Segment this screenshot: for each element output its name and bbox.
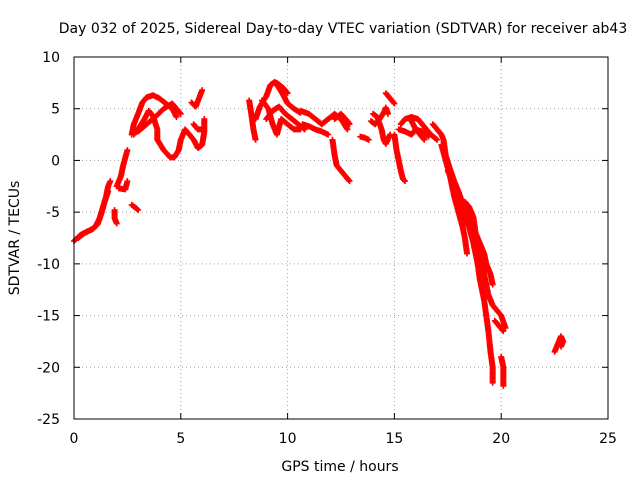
plot-frame	[73, 56, 609, 420]
data-point	[107, 178, 114, 185]
data-point	[489, 379, 496, 386]
data-point	[401, 177, 408, 184]
y-tick-label: -25	[37, 412, 60, 428]
data-point	[402, 178, 409, 185]
data-point	[113, 220, 120, 227]
data-point	[344, 126, 351, 133]
data-point	[433, 135, 440, 142]
y-tick-label: 0	[51, 153, 60, 169]
data-point	[365, 136, 372, 143]
data-point	[390, 99, 397, 106]
data-point	[434, 136, 441, 143]
x-axis-label: GPS time / hours	[281, 459, 398, 475]
data-point	[464, 250, 471, 257]
data-point	[176, 109, 183, 116]
grid-layer	[74, 57, 608, 419]
chart-title: Day 032 of 2025, Sidereal Day-to-day VTE…	[59, 21, 628, 37]
data-point	[124, 178, 131, 185]
data-point	[283, 89, 290, 96]
y-axis-label: SDTVAR / TECUs	[7, 181, 23, 296]
data-point	[199, 87, 206, 94]
data-point	[345, 177, 352, 184]
y-tick-label: -10	[37, 257, 60, 273]
x-tick-label: 25	[599, 431, 617, 447]
x-tick-label: 0	[70, 431, 79, 447]
data-point	[499, 327, 506, 334]
data-point	[173, 113, 180, 120]
tick-layer: 0 5 10 15 20 25 10 5 0 -5 -10 -15 -20 -25	[37, 50, 617, 447]
data-point	[284, 90, 291, 97]
data-point	[420, 135, 427, 142]
data-point	[199, 126, 206, 133]
x-tick-label: 10	[279, 431, 297, 447]
data-point	[500, 382, 507, 389]
data-point	[201, 116, 208, 123]
y-tick-label: 5	[51, 102, 60, 118]
y-tick-label: -5	[46, 205, 60, 221]
data-point	[391, 100, 398, 107]
data-point	[177, 110, 184, 117]
x-tick-label: 20	[492, 431, 510, 447]
data-point	[384, 110, 391, 117]
x-tick-label: 5	[176, 431, 185, 447]
data-point	[134, 206, 141, 213]
data-point	[558, 343, 565, 350]
data-point	[135, 207, 142, 214]
data-point	[124, 147, 131, 154]
data-point	[500, 328, 507, 335]
data-point	[346, 121, 353, 128]
y-tick-label: 10	[42, 50, 60, 66]
data-point	[425, 133, 432, 140]
x-tick-label: 15	[385, 431, 403, 447]
data-point	[105, 188, 112, 195]
data-points	[71, 78, 567, 389]
data-point	[346, 178, 353, 185]
y-tick-label: -15	[37, 309, 60, 325]
data-point	[252, 136, 259, 143]
data-point	[424, 132, 431, 139]
data-point	[489, 281, 496, 288]
data-point	[325, 131, 332, 138]
data-point	[421, 136, 428, 143]
y-tick-label: -20	[37, 360, 60, 376]
